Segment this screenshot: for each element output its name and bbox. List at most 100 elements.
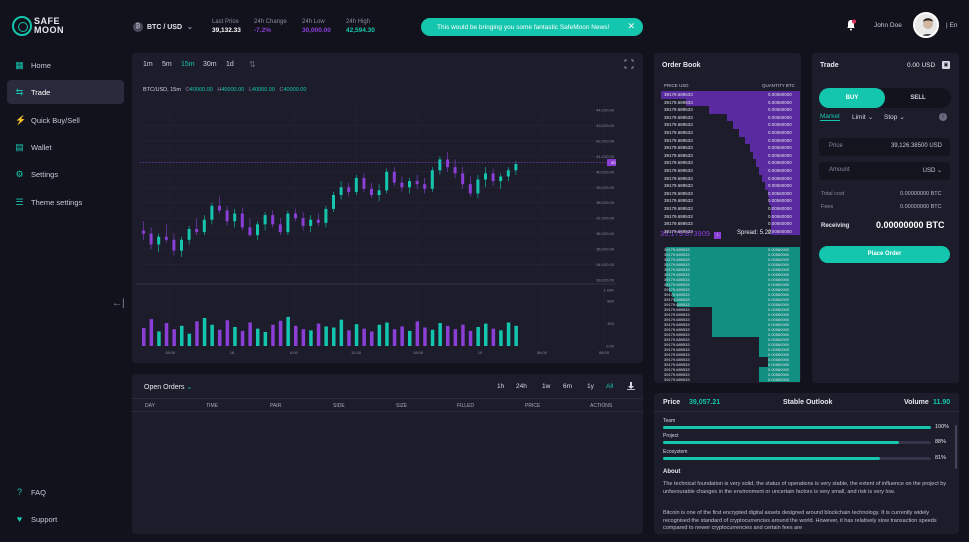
ask-row[interactable]: 39179.689533 0.00560000 xyxy=(654,159,800,167)
timeframe-15m[interactable]: 15m xyxy=(181,61,195,68)
ask-row[interactable]: 39179.689533 0.00560000 xyxy=(654,151,800,160)
range-24h[interactable]: 24h xyxy=(516,383,527,390)
info-icon[interactable]: i xyxy=(939,113,947,121)
brand-logo[interactable]: SAFE MOON xyxy=(34,17,74,35)
pair-selector[interactable]: BTC / USD ⌄ xyxy=(147,23,193,31)
bid-row[interactable]: 39179.689533 0.00560000 xyxy=(654,337,800,342)
bid-row[interactable]: 39179.689533 0.00560000 xyxy=(654,277,800,282)
collapse-arrow-icon[interactable]: ←| xyxy=(112,298,125,309)
volume-bar xyxy=(263,332,268,346)
bid-row[interactable]: 39179.689533 0.00560000 xyxy=(654,362,800,367)
bid-row[interactable]: 39179.689533 0.00560000 xyxy=(654,282,800,287)
place-order-button[interactable]: Place Order xyxy=(819,246,950,263)
column-header[interactable]: PAIR xyxy=(270,403,282,409)
order-type-limit[interactable]: Limit ⌄ xyxy=(852,113,873,121)
ask-row[interactable]: 39179.689533 0.00560000 xyxy=(654,197,800,205)
column-header[interactable]: ACTIONS xyxy=(590,403,613,409)
ask-row[interactable]: 39179.689533 0.00560000 xyxy=(654,136,800,145)
wallet-icon[interactable]: ▣ xyxy=(942,61,950,69)
ask-row[interactable]: 39179.689533 0.00560000 xyxy=(654,121,800,129)
bid-row[interactable]: 39179.689533 0.00560000 xyxy=(654,352,800,357)
bid-row[interactable]: 39179.689533 0.00560000 xyxy=(654,307,800,312)
ask-row[interactable]: 39179.689533 0.00560000 xyxy=(654,91,800,99)
column-header[interactable]: SIZE xyxy=(396,403,408,409)
column-header[interactable]: FILLED xyxy=(457,403,474,409)
ask-row[interactable]: 39179.689533 0.00560000 xyxy=(654,167,800,175)
ask-row[interactable]: 39179.689533 0.00560000 xyxy=(654,227,800,236)
range-All[interactable]: All xyxy=(606,383,614,390)
bid-row[interactable]: 39179.689533 0.00560000 xyxy=(654,247,800,252)
bid-row[interactable]: 39179.689533 0.00560000 xyxy=(654,332,800,337)
amount-unit-select[interactable]: USD ⌄ xyxy=(923,167,942,174)
indicator-icon[interactable]: ⇅ xyxy=(249,60,256,69)
order-type-market[interactable]: Market xyxy=(820,113,840,121)
ask-row[interactable]: 39179.689533 0.00560000 xyxy=(654,174,800,183)
bid-row[interactable]: 39179.689533 0.00560000 xyxy=(654,372,800,377)
avatar[interactable] xyxy=(913,12,939,38)
news-toast[interactable]: This would be bringing you some fantasti… xyxy=(421,18,643,36)
amount-field[interactable]: Amount USD ⌄ xyxy=(819,162,950,180)
scrollbar[interactable] xyxy=(955,425,957,469)
language-selector[interactable]: | En xyxy=(946,22,958,29)
ask-row[interactable]: 39179.689533 0.00560000 xyxy=(654,98,800,107)
bid-row[interactable]: 39179.689533 0.00560000 xyxy=(654,302,800,307)
bid-row[interactable]: 39179.689533 0.00560000 xyxy=(654,347,800,352)
ask-row[interactable]: 39179.689533 0.00560000 xyxy=(654,212,800,221)
bid-row[interactable]: 39179.689533 0.00560000 xyxy=(654,327,800,332)
bid-row[interactable]: 39179.689533 0.00560000 xyxy=(654,287,800,292)
price-chart[interactable]: 44,000.00 43,000.00 42,000.00 41,000.00 40,0… xyxy=(136,100,616,362)
bid-row[interactable]: 39179.689533 0.00560000 xyxy=(654,252,800,257)
range-6m[interactable]: 6m xyxy=(563,383,573,390)
bid-row[interactable]: 39179.689533 0.00560000 xyxy=(654,342,800,347)
timeframe-5m[interactable]: 5m xyxy=(162,61,172,68)
range-1w[interactable]: 1w xyxy=(542,383,551,390)
price-field[interactable]: Price 39,126.38500 USD xyxy=(819,138,950,156)
bid-row[interactable]: 39179.689533 0.00560000 xyxy=(654,257,800,262)
ask-row[interactable]: 39179.689533 0.00560000 xyxy=(654,106,800,114)
bid-row[interactable]: 39179.689533 0.00560000 xyxy=(654,297,800,302)
buy-tab[interactable]: BUY xyxy=(819,88,885,108)
bid-row[interactable]: 39179.689533 0.00560000 xyxy=(654,312,800,317)
fullscreen-icon[interactable] xyxy=(624,59,634,69)
range-1y[interactable]: 1y xyxy=(587,383,594,390)
sidebar-item-support[interactable]: ♥ Support xyxy=(7,507,124,531)
open-orders-dropdown[interactable]: Open Orders ⌄ xyxy=(144,383,192,391)
timeframe-1m[interactable]: 1m xyxy=(143,61,153,68)
sidebar-item-trade[interactable]: ⇆ Trade xyxy=(7,80,124,104)
bid-row[interactable]: 39179.689533 0.00560000 xyxy=(654,367,800,372)
ask-row[interactable]: 39179.689533 0.00560000 xyxy=(654,205,800,213)
column-header[interactable]: DAY xyxy=(145,403,155,409)
sell-tab[interactable]: SELL xyxy=(910,95,926,101)
range-1h[interactable]: 1h xyxy=(497,383,505,390)
bell-icon[interactable] xyxy=(846,19,856,31)
sidebar-item-wallet[interactable]: ▤ Wallet xyxy=(7,135,124,159)
bid-row[interactable]: 39179.689533 0.00560000 xyxy=(654,272,800,277)
bid-row[interactable]: 39179.689533 0.00560000 xyxy=(654,267,800,272)
ask-row[interactable]: 39179.689533 0.00560000 xyxy=(654,220,800,228)
bid-row[interactable]: 39179.689533 0.00560000 xyxy=(654,357,800,362)
close-icon[interactable]: ✕ xyxy=(627,21,635,31)
sidebar-item-quick-buy-sell[interactable]: ⚡ Quick Buy/Sell xyxy=(7,108,124,132)
sidebar-item-faq[interactable]: ? FAQ xyxy=(7,480,124,504)
timeframe-1d[interactable]: 1d xyxy=(226,61,234,68)
timeframe-30m[interactable]: 30m xyxy=(203,61,217,68)
ask-row[interactable]: 39179.689533 0.00560000 xyxy=(654,189,800,198)
bid-row[interactable]: 39179.689533 0.00560000 xyxy=(654,317,800,322)
bid-row[interactable]: 39179.689533 0.00560000 xyxy=(654,292,800,297)
ask-row[interactable]: 39179.689533 0.00560000 xyxy=(654,144,800,152)
order-type-stop[interactable]: Stop ⌄ xyxy=(884,113,905,121)
sidebar-item-home[interactable]: ▦ Home xyxy=(7,53,124,77)
bid-row[interactable]: 39179.689533 0.00560000 xyxy=(654,377,800,382)
bid-row[interactable]: 39179.689533 0.00560000 xyxy=(654,322,800,327)
column-header[interactable]: TIME xyxy=(206,403,218,409)
ask-row[interactable]: 39179.689533 0.00560000 xyxy=(654,129,800,137)
sidebar-item-theme-settings[interactable]: ☰ Theme settings xyxy=(7,190,124,214)
bid-row[interactable]: 39179.689533 0.00560000 xyxy=(654,262,800,267)
sidebar-item-settings[interactable]: ⚙ Settings xyxy=(7,162,124,186)
ask-row[interactable]: 39179.689533 0.00560000 xyxy=(654,182,800,190)
download-icon[interactable] xyxy=(627,382,635,390)
column-header[interactable]: PRICE xyxy=(525,403,541,409)
user-name[interactable]: John Doe xyxy=(874,22,902,29)
column-header[interactable]: SIDE xyxy=(333,403,345,409)
ask-row[interactable]: 39179.689533 0.00560000 xyxy=(654,113,800,122)
